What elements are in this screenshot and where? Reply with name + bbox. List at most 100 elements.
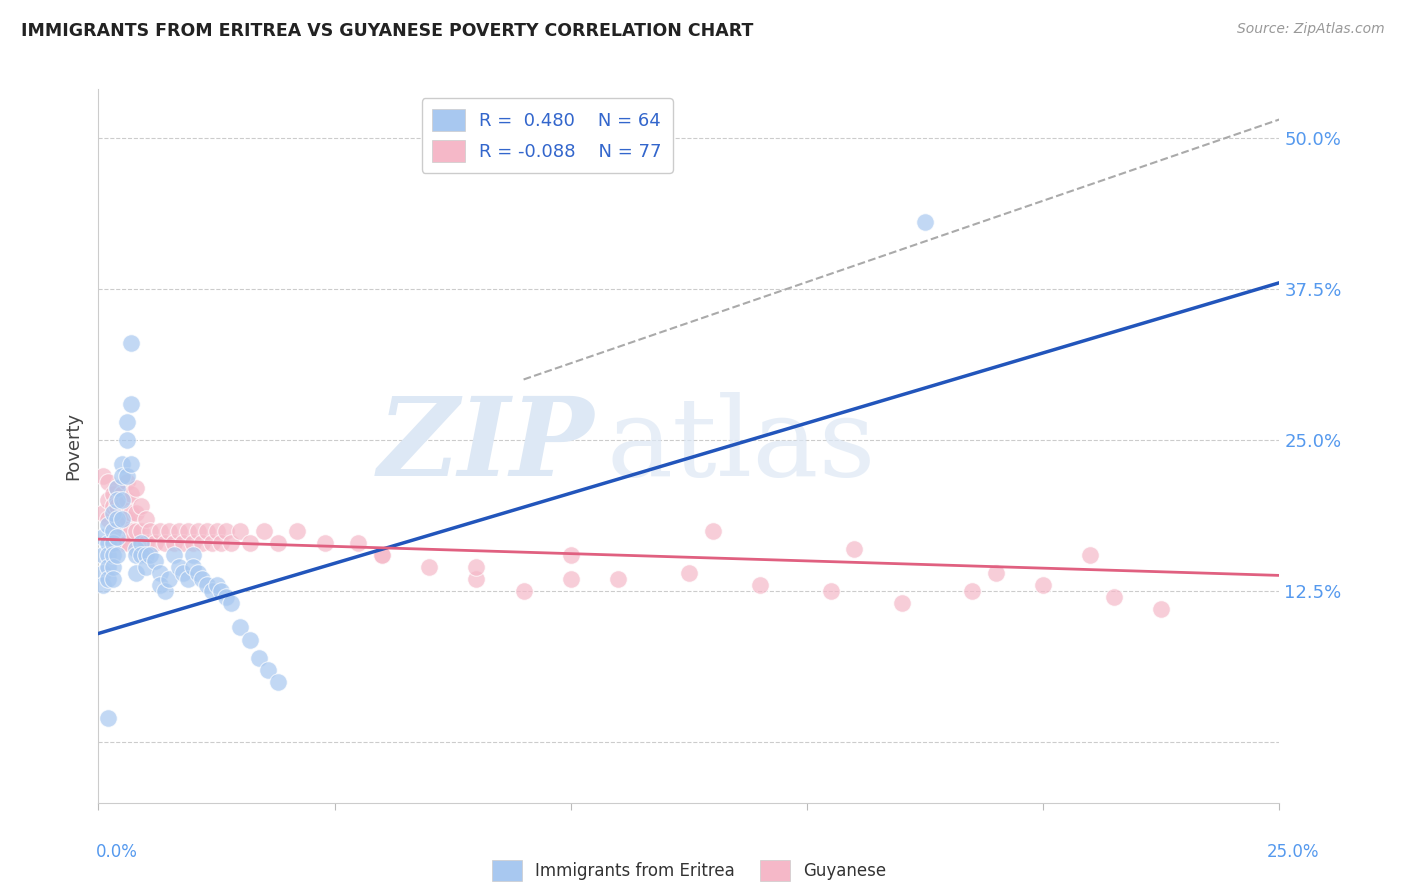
Point xyxy=(91,469,114,483)
Point xyxy=(91,506,114,520)
Point xyxy=(115,415,138,429)
Point xyxy=(257,663,280,677)
Point xyxy=(139,524,162,538)
Point xyxy=(105,530,128,544)
Point xyxy=(347,535,370,549)
Point xyxy=(115,511,138,525)
Point xyxy=(229,524,252,538)
Point xyxy=(1080,548,1102,562)
Point xyxy=(465,560,488,574)
Point xyxy=(129,535,152,549)
Point xyxy=(1150,602,1173,616)
Point xyxy=(149,566,172,580)
Point xyxy=(267,674,290,689)
Point xyxy=(239,535,262,549)
Text: atlas: atlas xyxy=(606,392,876,500)
Point xyxy=(219,596,242,610)
Point xyxy=(177,572,200,586)
Point xyxy=(121,506,143,520)
Point xyxy=(229,620,252,634)
Point xyxy=(111,487,134,501)
Point xyxy=(135,511,157,525)
Text: IMMIGRANTS FROM ERITREA VS GUYANESE POVERTY CORRELATION CHART: IMMIGRANTS FROM ERITREA VS GUYANESE POVE… xyxy=(21,22,754,40)
Point xyxy=(125,541,148,556)
Point xyxy=(1102,590,1125,604)
Point xyxy=(157,572,180,586)
Point xyxy=(111,469,134,483)
Point xyxy=(129,500,152,514)
Point xyxy=(205,578,228,592)
Point xyxy=(97,493,120,508)
Point xyxy=(101,506,124,520)
Point xyxy=(111,517,134,532)
Point xyxy=(167,560,190,574)
Point xyxy=(153,584,176,599)
Point xyxy=(111,457,134,471)
Text: ZIP: ZIP xyxy=(378,392,595,500)
Point xyxy=(201,584,224,599)
Point xyxy=(172,566,194,580)
Point xyxy=(105,535,128,549)
Point xyxy=(267,535,290,549)
Point xyxy=(239,632,262,647)
Point xyxy=(191,572,214,586)
Point xyxy=(172,535,194,549)
Point xyxy=(371,548,394,562)
Point xyxy=(215,524,238,538)
Point xyxy=(97,535,120,549)
Point xyxy=(371,548,394,562)
Point xyxy=(91,578,114,592)
Point xyxy=(678,566,700,580)
Point xyxy=(125,548,148,562)
Point xyxy=(219,535,242,549)
Point xyxy=(105,511,128,525)
Legend: Immigrants from Eritrea, Guyanese: Immigrants from Eritrea, Guyanese xyxy=(485,854,893,888)
Point xyxy=(101,560,124,574)
Point xyxy=(177,524,200,538)
Point xyxy=(191,535,214,549)
Point xyxy=(143,554,166,568)
Point xyxy=(187,524,209,538)
Point xyxy=(149,524,172,538)
Point xyxy=(121,336,143,351)
Point xyxy=(115,475,138,490)
Point xyxy=(105,500,128,514)
Point xyxy=(105,548,128,562)
Point xyxy=(181,535,204,549)
Point xyxy=(97,548,120,562)
Point xyxy=(167,524,190,538)
Point xyxy=(465,572,488,586)
Point xyxy=(115,469,138,483)
Y-axis label: Poverty: Poverty xyxy=(65,412,83,480)
Point xyxy=(97,711,120,725)
Point xyxy=(215,590,238,604)
Text: Source: ZipAtlas.com: Source: ZipAtlas.com xyxy=(1237,22,1385,37)
Point xyxy=(890,596,912,610)
Point xyxy=(101,500,124,514)
Point xyxy=(209,584,232,599)
Point xyxy=(121,397,143,411)
Point xyxy=(91,566,114,580)
Point xyxy=(91,530,114,544)
Point xyxy=(512,584,534,599)
Point xyxy=(914,215,936,229)
Point xyxy=(209,535,232,549)
Point xyxy=(962,584,984,599)
Point xyxy=(115,493,138,508)
Point xyxy=(187,566,209,580)
Point xyxy=(111,511,134,525)
Point xyxy=(748,578,770,592)
Point xyxy=(205,524,228,538)
Text: 25.0%: 25.0% xyxy=(1267,843,1319,861)
Point xyxy=(105,517,128,532)
Point xyxy=(129,548,152,562)
Point xyxy=(139,548,162,562)
Point xyxy=(111,535,134,549)
Point xyxy=(105,493,128,508)
Point xyxy=(149,578,172,592)
Point xyxy=(607,572,630,586)
Point xyxy=(101,535,124,549)
Text: 0.0%: 0.0% xyxy=(96,843,138,861)
Point xyxy=(111,493,134,508)
Point xyxy=(143,535,166,549)
